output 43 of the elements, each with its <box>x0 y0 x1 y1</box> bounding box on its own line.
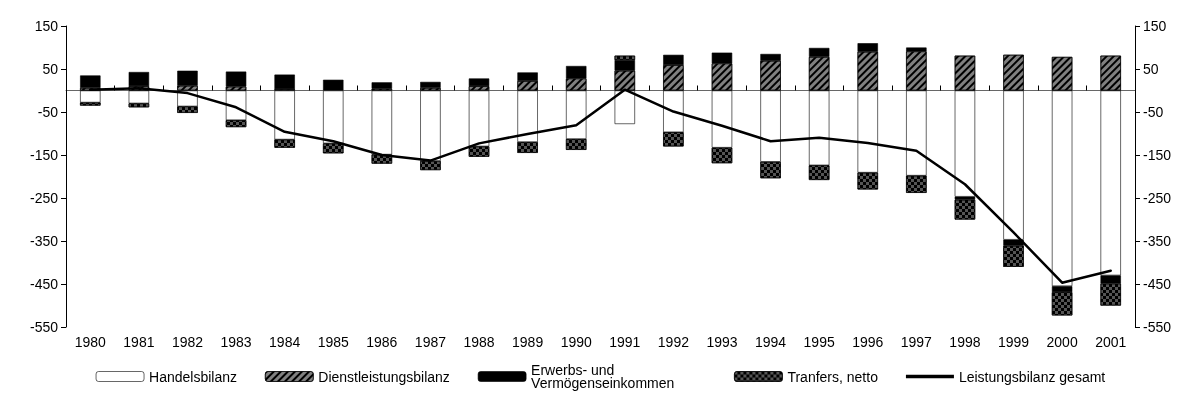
x-tick-label: 1986 <box>366 334 398 350</box>
x-tick-label: 1992 <box>657 334 690 350</box>
legend-label: Erwerbs- und Vermögenseinkommen <box>531 362 675 391</box>
x-tick-label: 1999 <box>997 334 1030 350</box>
y2-tick-label: 150 <box>1143 18 1167 34</box>
legend-label: Dienstleistungsbilanz <box>318 368 450 385</box>
x-tick-label: 1980 <box>74 334 107 350</box>
y-tick-label: 50 <box>42 61 59 77</box>
x-tick-label: 1990 <box>560 334 592 350</box>
y2-tick-label: -350 <box>1143 233 1172 249</box>
x-tick-label: 1993 <box>706 334 738 350</box>
x-tick-label: 1996 <box>852 334 884 350</box>
y2-tick-label: -250 <box>1143 190 1172 206</box>
x-tick-label: 1991 <box>609 334 641 350</box>
x-tick-label: 1989 <box>512 334 544 350</box>
x-tick-label: 2001 <box>1095 334 1127 350</box>
x-tick-label: 1997 <box>900 334 933 350</box>
x-tick-label: 1985 <box>317 334 350 350</box>
x-tick-label: 1995 <box>803 334 835 350</box>
x-tick-label: 1988 <box>463 334 495 350</box>
legend-label: Tranfers, netto <box>787 368 879 385</box>
legend-label: Leistungsbilanz gesamt <box>958 368 1106 385</box>
y2-tick-label: 50 <box>1143 61 1159 77</box>
y-tick-label: -150 <box>29 147 59 163</box>
y2-tick-label: -150 <box>1143 147 1172 163</box>
x-tick-label: 1994 <box>754 334 787 350</box>
y-tick-label: -550 <box>29 319 59 335</box>
y2-tick-label: -550 <box>1143 319 1172 335</box>
x-tick-label: 1998 <box>949 334 981 350</box>
x-tick-label: 2000 <box>1046 334 1078 350</box>
x-tick-label: 1981 <box>123 334 155 350</box>
legend-label: Handelsbilanz <box>149 368 238 385</box>
x-tick-label: 1984 <box>269 334 301 350</box>
y-tick-label: -450 <box>29 276 59 292</box>
y2-tick-label: -50 <box>1143 104 1164 120</box>
y2-tick-label: -450 <box>1143 276 1172 292</box>
x-tick-label: 1982 <box>171 334 204 350</box>
y-tick-label: -50 <box>37 104 59 120</box>
y-tick-label: -350 <box>29 233 59 249</box>
y-tick-label: 150 <box>34 18 59 34</box>
y-tick-label: -250 <box>29 190 59 206</box>
x-tick-label: 1983 <box>220 334 252 350</box>
x-tick-label: 1987 <box>414 334 447 350</box>
